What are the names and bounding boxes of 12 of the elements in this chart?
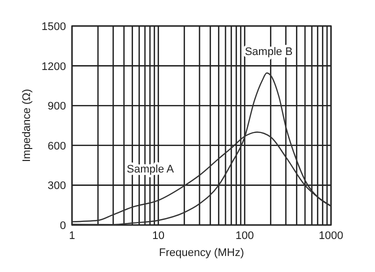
x-tick-label: 1000 — [318, 230, 344, 242]
x-tick-label: 10 — [152, 230, 164, 242]
y-tick-label: 600 — [48, 140, 66, 152]
y-tick-label: 300 — [48, 180, 66, 192]
y-axis-title: Impedance (Ω) — [21, 88, 33, 162]
y-tick-label: 1200 — [42, 60, 66, 73]
x-tick-label: 100 — [235, 230, 254, 242]
y-tick-label: 1500 — [42, 21, 66, 33]
y-tick-label: 0 — [60, 220, 66, 232]
y-tick-label: 900 — [48, 100, 66, 113]
x-axis-title: Frequency (MHz) — [159, 247, 244, 259]
x-tick-label: 1 — [68, 230, 76, 242]
